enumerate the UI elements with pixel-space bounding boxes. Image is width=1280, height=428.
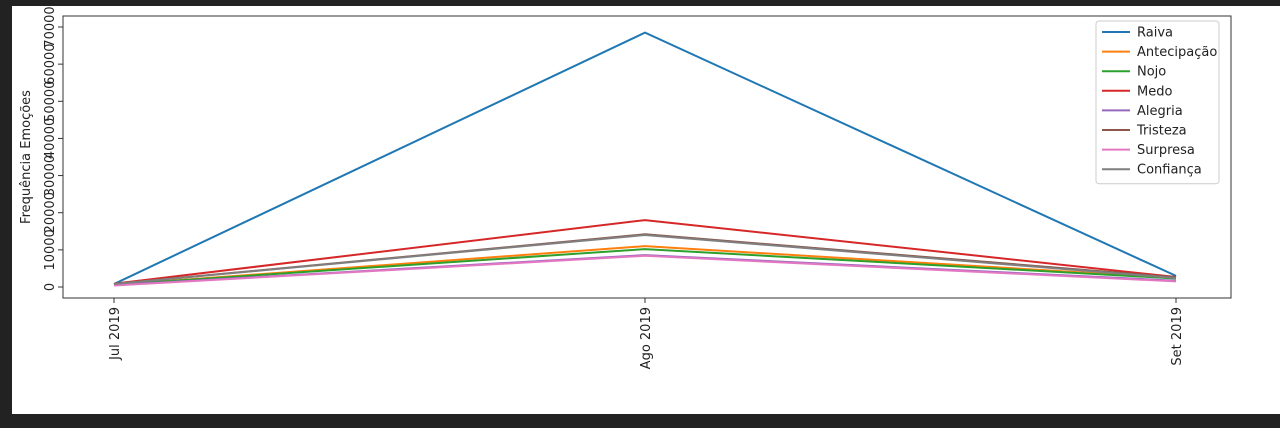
y-tick-label: 70000 bbox=[43, 6, 58, 47]
series-lines bbox=[113, 31, 1177, 287]
legend-item-label: Confiança bbox=[1137, 163, 1202, 178]
legend-box bbox=[1095, 20, 1220, 185]
series-line-surpresa bbox=[113, 254, 1177, 287]
legend: Raiva Antecipação Nojo Medo Alegria Tristeza S… bbox=[1095, 20, 1220, 185]
x-tick-label: Ago 2019 bbox=[639, 307, 654, 369]
x-tick-label: Jul 2019 bbox=[108, 307, 123, 361]
y-tick-label: 30000 bbox=[43, 155, 58, 196]
y-tick-label: 40000 bbox=[43, 118, 58, 159]
plot-area bbox=[62, 15, 1232, 299]
series-line-confianca bbox=[113, 233, 1177, 285]
legend-item-label: Raiva bbox=[1137, 26, 1173, 41]
series-line-medo bbox=[113, 219, 1177, 285]
y-axis-label: Frequência Emoções bbox=[19, 90, 34, 224]
x-axis: Jul 2019 Ago 2019 Set 2019 bbox=[108, 298, 1185, 369]
legend-item-label: Alegria bbox=[1137, 104, 1183, 119]
x-tick-label: Set 2019 bbox=[1170, 307, 1185, 366]
legend-item-label: Medo bbox=[1137, 84, 1172, 99]
y-tick-label: 20000 bbox=[43, 192, 58, 233]
legend-item-label: Nojo bbox=[1137, 65, 1166, 80]
legend-item-label: Antecipação bbox=[1137, 45, 1217, 60]
y-tick-label: 10000 bbox=[43, 229, 58, 270]
y-tick-label: 50000 bbox=[43, 81, 58, 122]
chart-panel: 0 10000 20000 30000 40000 50000 60000 70000 Jul… bbox=[12, 6, 1280, 414]
series-line-raiva bbox=[113, 31, 1177, 285]
series-line-nojo bbox=[113, 248, 1177, 286]
y-tick-label: 0 bbox=[43, 283, 58, 291]
legend-item-label: Tristeza bbox=[1136, 124, 1187, 139]
y-tick-label: 60000 bbox=[43, 43, 58, 84]
legend-item-label: Surpresa bbox=[1137, 143, 1195, 158]
